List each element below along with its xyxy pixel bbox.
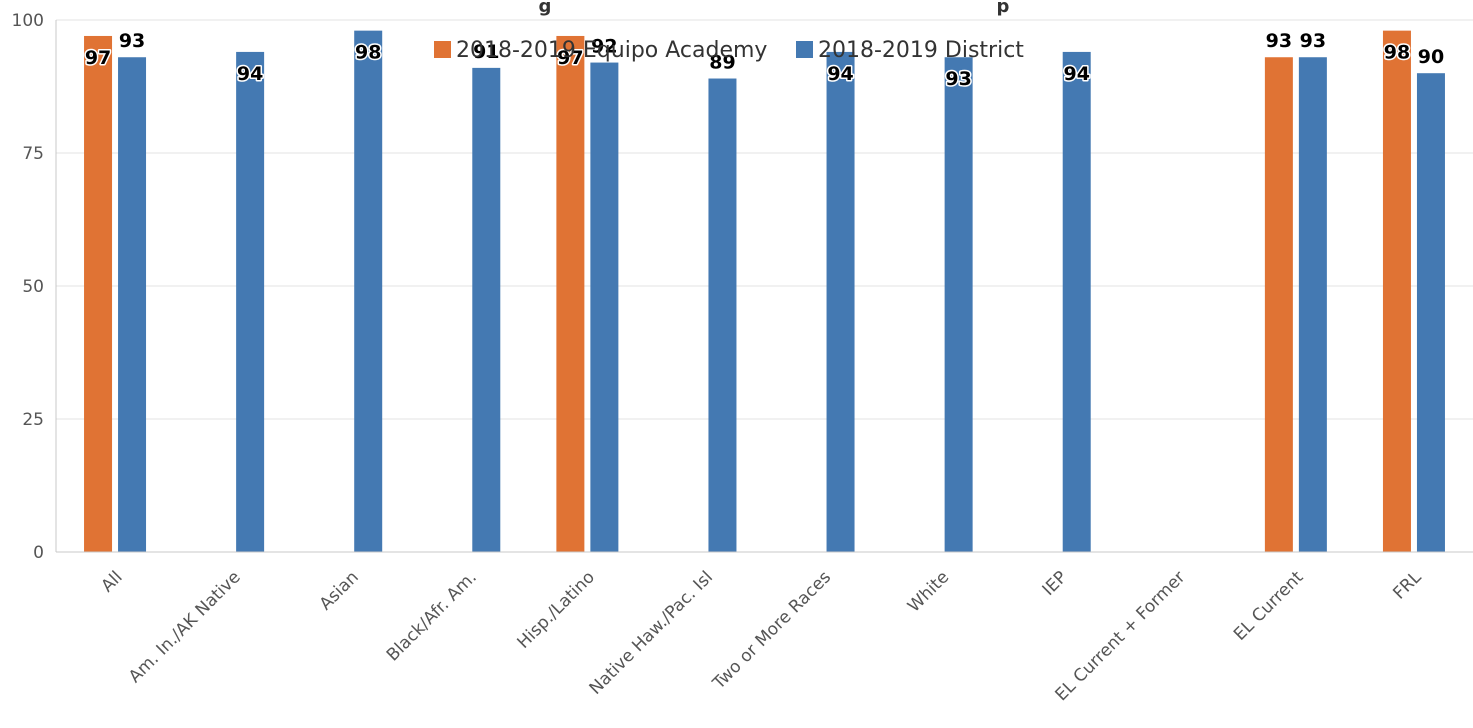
bar-district [826, 51, 855, 553]
bar-district [1416, 73, 1445, 552]
bar-district [236, 51, 265, 553]
bar-district [944, 57, 973, 553]
data-label: 94 [1063, 63, 1089, 85]
bars [84, 30, 1445, 553]
x-tick-label: White [904, 567, 953, 616]
y-tick-label: 100 [12, 11, 44, 31]
y-tick-label: 0 [33, 543, 44, 563]
bar-equipo-academy [556, 35, 585, 552]
bar-district [354, 30, 383, 552]
y-tick-label: 50 [22, 277, 44, 297]
gridlines [56, 19, 1473, 420]
legend-label: 2018-2019 Equipo Academy [456, 38, 767, 63]
bar-district [708, 78, 737, 553]
bar-district [472, 67, 501, 552]
x-tick-label: Two or More Races [708, 567, 835, 694]
data-label: 93 [1266, 30, 1292, 52]
x-tick-label: Hisp./Latino [514, 567, 599, 652]
bar-district [1298, 57, 1327, 553]
data-label: 97 [557, 47, 583, 69]
x-tick-label: FRL [1389, 567, 1425, 603]
legend: 2018-2019 Equipo Academy 2018-2019 Distri… [434, 38, 1024, 63]
y-tick-label: 75 [22, 144, 44, 164]
bar-equipo-academy [1382, 30, 1411, 552]
data-labels: 97 93 94 98 91 97 92 89 94 93 94 93 93 98 90 [83, 30, 1444, 91]
y-tick-label: 25 [22, 410, 44, 430]
x-tick-label: IEP [1039, 567, 1072, 600]
x-tick-label: All [98, 567, 127, 596]
data-label: 98 [1384, 42, 1410, 64]
chart-title-fragment-left: g [539, 0, 552, 17]
x-tick-label: EL Current + Former [1052, 567, 1190, 705]
chart-title-fragment-right: p [997, 0, 1010, 17]
data-label: 89 [709, 52, 735, 74]
data-label: 94 [827, 63, 853, 85]
data-label: 98 [355, 42, 381, 64]
legend-swatch [434, 41, 451, 58]
data-label: 93 [945, 68, 971, 90]
x-tick-label: EL Current [1230, 567, 1308, 645]
data-label: 93 [119, 30, 145, 52]
legend-label: 2018-2019 District [818, 38, 1024, 63]
data-label: 91 [473, 41, 499, 63]
x-tick-label: Black/Afr. Am. [383, 567, 481, 665]
bar-equipo-academy [1264, 57, 1293, 553]
data-label: 94 [237, 63, 263, 85]
data-label: 92 [591, 36, 617, 58]
bar-district [1062, 51, 1091, 553]
x-tick-label: Native Haw./Pac. Isl [586, 567, 717, 698]
x-tick-label: Asian [316, 567, 363, 614]
data-label: 93 [1300, 30, 1326, 52]
bar-district [118, 57, 147, 553]
legend-swatch [796, 41, 813, 58]
data-label: 90 [1418, 46, 1444, 68]
bar-district [590, 62, 619, 553]
x-tick-label: Am. In./AK Native [125, 567, 245, 687]
data-label: 97 [85, 47, 111, 69]
bar-equipo-academy [84, 35, 113, 552]
